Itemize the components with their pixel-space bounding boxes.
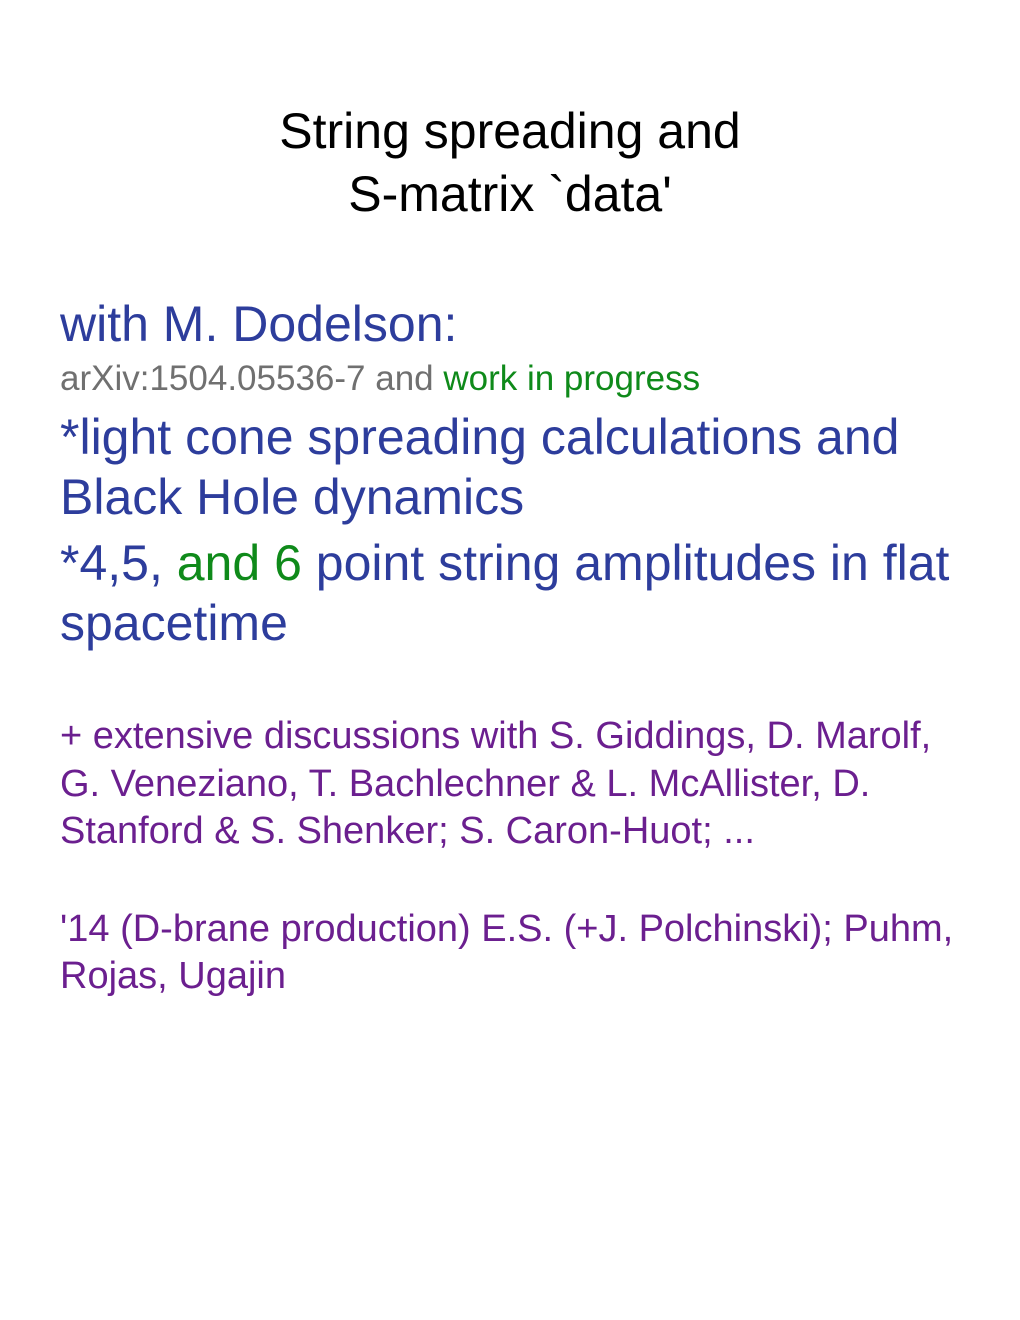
bullet-2-green: and 6 xyxy=(177,535,302,591)
bullet-2-pre: *4,5, xyxy=(60,535,177,591)
arxiv-line: arXiv:1504.05536-7 and work in progress xyxy=(60,359,960,399)
author-line: with M. Dodelson: xyxy=(60,295,960,353)
dbrane-block: '14 (D-brane production) E.S. (+J. Polch… xyxy=(60,906,960,1001)
title-block: String spreading and S-matrix `data' xyxy=(60,100,960,225)
title-line-1: String spreading and xyxy=(100,100,920,163)
arxiv-ref: arXiv:1504.05536-7 and xyxy=(60,359,443,398)
discussions-block: + extensive discussions with S. Giddings… xyxy=(60,713,960,856)
bullet-2: *4,5, and 6 point string amplitudes in f… xyxy=(60,533,960,653)
title-line-2: S-matrix `data' xyxy=(100,163,920,226)
arxiv-wip: work in progress xyxy=(443,359,700,398)
bullet-1: *light cone spreading calculations and B… xyxy=(60,407,960,527)
